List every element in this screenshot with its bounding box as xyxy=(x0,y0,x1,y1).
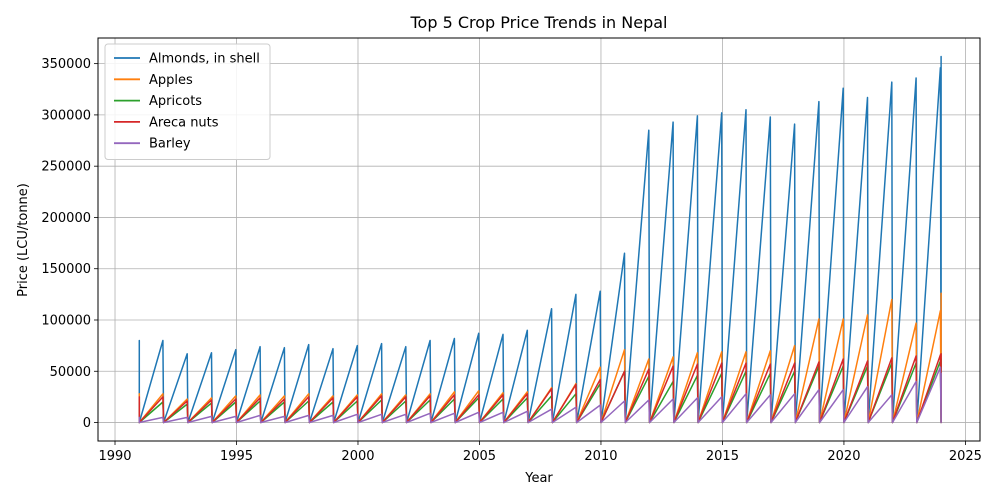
legend-label: Barley xyxy=(149,137,191,152)
x-tick-label: 2015 xyxy=(706,449,739,464)
chart-title: Top 5 Crop Price Trends in Nepal xyxy=(410,13,668,32)
y-tick-label: 50000 xyxy=(50,365,91,380)
y-tick-label: 100000 xyxy=(41,313,91,328)
legend-label: Almonds, in shell xyxy=(149,52,260,67)
y-tick-label: 0 xyxy=(83,416,91,431)
series-line-areca-nuts xyxy=(138,353,942,424)
x-axis-ticks: 1990 1995 2000 2005 2010 2015 2020 2025 xyxy=(98,441,982,464)
x-tick-label: 2010 xyxy=(584,449,617,464)
y-tick-label: 300000 xyxy=(41,108,91,123)
x-tick-label: 2025 xyxy=(949,449,982,464)
y-axis-ticks: 0 50000 100000 150000 200000 250000 300000 3500… xyxy=(41,57,98,431)
legend: Almonds, in shell Apples Apricots Areca nut… xyxy=(104,43,271,160)
plot-area-frame xyxy=(97,37,981,442)
y-axis-label: Price (LCU/tonne) xyxy=(16,183,31,297)
series-line-barley xyxy=(138,366,942,424)
x-tick-label: 2020 xyxy=(827,449,860,464)
series-lines xyxy=(138,55,942,424)
legend-box xyxy=(104,43,271,160)
y-tick-label: 250000 xyxy=(41,160,91,175)
y-tick-label: 200000 xyxy=(41,211,91,226)
y-tick-label: 150000 xyxy=(41,262,91,277)
x-tick-label: 2005 xyxy=(463,449,496,464)
y-tick-label: 350000 xyxy=(41,57,91,72)
legend-label: Areca nuts xyxy=(149,115,219,130)
legend-label: Apples xyxy=(149,73,193,88)
x-tick-label: 1995 xyxy=(220,449,253,464)
x-tick-label: 1990 xyxy=(98,449,131,464)
x-axis-label: Year xyxy=(524,471,553,486)
x-tick-label: 2000 xyxy=(341,449,374,464)
legend-label: Apricots xyxy=(149,94,202,109)
